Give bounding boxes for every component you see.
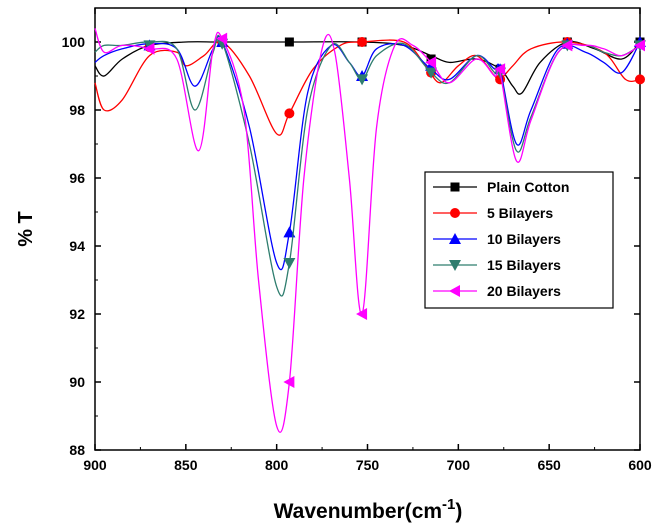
x-tick-label: 650: [537, 457, 561, 473]
x-axis-title: Wavenumber(cm-1): [274, 496, 463, 523]
data-point: [283, 258, 296, 269]
series-line: [94, 34, 641, 297]
legend-item: 10 Bilayers: [433, 231, 561, 247]
data-point: [634, 39, 645, 52]
x-axis-title-superscript: -1: [442, 496, 455, 513]
legend: Plain Cotton 5 Bilayers 10 Bilayers 15 Bila…: [424, 171, 614, 309]
legend-item: Plain Cotton: [433, 179, 569, 195]
y-tick-label: 88: [69, 442, 85, 458]
y-tick-label: 96: [69, 170, 85, 186]
legend-item: 5 Bilayers: [433, 205, 553, 221]
data-point: [561, 39, 573, 52]
legend-label: Plain Cotton: [487, 179, 569, 195]
data-point: [284, 37, 294, 47]
x-tick-label: 850: [174, 457, 198, 473]
legend-item: 20 Bilayers: [433, 283, 561, 299]
x-tick-label: 600: [628, 457, 652, 473]
x-tick-label: 750: [356, 457, 380, 473]
data-point: [357, 37, 368, 47]
x-axis-title-main: Wavenumber(cm: [274, 500, 442, 523]
legend-label: 5 Bilayers: [487, 205, 553, 221]
data-point: [635, 74, 645, 85]
y-tick-label: 100: [62, 34, 86, 50]
legend-label: 15 Bilayers: [487, 257, 561, 273]
legend-item: 15 Bilayers: [433, 257, 561, 273]
x-tick-label: 700: [447, 457, 471, 473]
data-point: [426, 54, 436, 64]
y-tick-label: 90: [69, 374, 85, 390]
series-line: [94, 28, 641, 433]
data-point: [356, 74, 369, 86]
data-point: [143, 42, 155, 55]
x-tick-label: 800: [265, 457, 289, 473]
legend-swatch-marker: [449, 233, 461, 244]
y-tick-label: 92: [69, 306, 85, 322]
y-tick-label: 98: [69, 102, 85, 118]
x-axis-title-close: ): [455, 500, 462, 523]
legend-label: 20 Bilayers: [487, 283, 561, 299]
x-tick-label: 900: [83, 457, 107, 473]
data-point: [425, 67, 438, 79]
legend-label: 10 Bilayers: [487, 231, 561, 247]
y-axis-title: % T: [15, 211, 37, 247]
data-point: [283, 376, 295, 388]
data-point: [216, 32, 228, 45]
legend-swatch-marker: [450, 208, 460, 218]
series-20-bilayers: [94, 28, 645, 433]
legend-swatch-marker: [450, 182, 460, 192]
series-line: [94, 35, 641, 271]
data-point: [356, 308, 368, 320]
data-point: [284, 108, 295, 119]
y-tick-label: 94: [69, 238, 85, 254]
series-layer: [94, 28, 646, 433]
data-point: [494, 63, 506, 76]
legend-swatch-marker: [449, 285, 460, 297]
data-point: [425, 56, 437, 69]
axes: 900 850 800 750 700 650 600 88 90 92 94 96 98 100: [62, 8, 652, 473]
legend-swatch-marker: [449, 260, 461, 271]
